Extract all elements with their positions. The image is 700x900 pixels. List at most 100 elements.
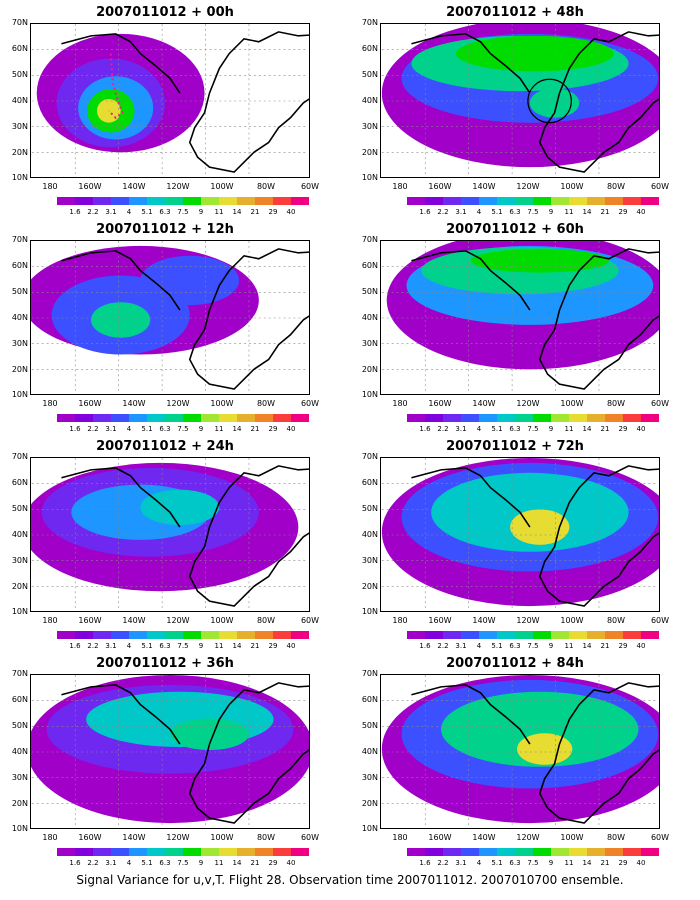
colorbar-swatch (93, 631, 111, 639)
latitude-label: 20N (361, 582, 378, 591)
colorbar-swatch (219, 197, 237, 205)
colorbar-swatch (183, 631, 201, 639)
colorbar-swatch (551, 197, 569, 205)
colorbar (407, 414, 659, 422)
latitude-label: 20N (11, 365, 28, 374)
colorbar-swatch (255, 631, 273, 639)
latitude-label: 40N (361, 96, 378, 105)
colorbar-label: 40 (286, 642, 296, 650)
colorbar-label: 21 (600, 642, 610, 650)
colorbar-swatch (623, 631, 641, 639)
colorbar-label: 14 (232, 208, 242, 216)
variance-map (380, 674, 660, 829)
latitude-label: 50N (11, 70, 28, 79)
latitude-label: 70N (361, 18, 378, 27)
latitude-label: 50N (11, 721, 28, 730)
colorbar-label: 7.5 (527, 859, 539, 867)
colorbar-label: 2.2 (437, 208, 449, 216)
colorbar (57, 197, 309, 205)
colorbar-swatch (497, 848, 515, 856)
colorbar-swatch (75, 848, 93, 856)
colorbar-swatch (291, 197, 309, 205)
longitude-label: 60W (650, 399, 670, 408)
colorbar-label: 6.3 (509, 859, 521, 867)
colorbar (57, 631, 309, 639)
colorbar-swatch (461, 848, 479, 856)
latitude-label: 30N (11, 339, 28, 348)
variance-map (380, 23, 660, 178)
colorbar-label: 4 (126, 859, 132, 867)
latitude-label: 20N (11, 148, 28, 157)
contour-field (31, 24, 309, 177)
colorbar-swatch (605, 197, 623, 205)
longitude-label: 60W (300, 399, 320, 408)
colorbar-swatch (255, 197, 273, 205)
colorbar-label: 29 (268, 208, 278, 216)
colorbar-label: 14 (232, 642, 242, 650)
longitude-label: 160W (78, 182, 102, 191)
latitude-label: 30N (361, 556, 378, 565)
colorbar-swatch (219, 631, 237, 639)
colorbar-swatch (201, 414, 219, 422)
colorbar-label: 14 (582, 425, 592, 433)
longitude-label: 160W (78, 399, 102, 408)
coastline (188, 465, 309, 607)
colorbar-swatch (291, 414, 309, 422)
colorbar-swatch (623, 414, 641, 422)
colorbar-label: 2.2 (87, 208, 99, 216)
latitude-label: 70N (361, 235, 378, 244)
latitude-label: 20N (361, 799, 378, 808)
colorbar-swatch (569, 631, 587, 639)
longitude-label: 60W (650, 616, 670, 625)
colorbar-swatch (515, 848, 533, 856)
colorbar-swatch (623, 848, 641, 856)
colorbar-label: 1.6 (69, 642, 81, 650)
colorbar-label: 5.1 (141, 425, 153, 433)
colorbar-swatch (479, 848, 497, 856)
colorbar-label: 9 (198, 425, 204, 433)
colorbar-label: 29 (618, 208, 628, 216)
latitude-label: 10N (11, 824, 28, 833)
variance-map (30, 457, 310, 612)
colorbar-swatch (147, 414, 165, 422)
longitude-label: 120W (516, 399, 540, 408)
coastline (188, 682, 309, 824)
colorbar-label: 9 (198, 208, 204, 216)
longitude-label: 60W (650, 833, 670, 842)
colorbar-label: 14 (582, 208, 592, 216)
latitude-label: 50N (11, 287, 28, 296)
colorbar-swatch (75, 197, 93, 205)
colorbar-label: 5.1 (491, 859, 503, 867)
colorbar-swatch (147, 631, 165, 639)
longitude-label: 80W (606, 399, 626, 408)
longitude-label: 160W (78, 833, 102, 842)
longitude-label: 160W (428, 399, 452, 408)
variance-map (30, 240, 310, 395)
coastline (188, 248, 309, 390)
colorbar-label: 6.3 (509, 208, 521, 216)
map-panel-48h: 2007011012 + 48h 70N 60N 50N 40N 30N 20N 10N 180… (350, 5, 680, 220)
colorbar-swatch (93, 197, 111, 205)
panel-title: 2007011012 + 60h (446, 222, 584, 237)
colorbar-swatch (605, 848, 623, 856)
panel-title: 2007011012 + 48h (446, 5, 584, 20)
variance-contour (510, 509, 570, 545)
colorbar-swatch (641, 848, 659, 856)
longitude-label: 60W (300, 833, 320, 842)
contour-field (31, 675, 309, 828)
colorbar-label: 14 (232, 859, 242, 867)
longitude-label: 60W (300, 616, 320, 625)
highlight-circle (527, 78, 572, 124)
colorbar-swatch (129, 197, 147, 205)
latitude-label: 30N (11, 556, 28, 565)
longitude-label: 120W (516, 182, 540, 191)
colorbar-label: 11 (214, 208, 224, 216)
colorbar-label: 7.5 (527, 425, 539, 433)
colorbar-label: 40 (636, 859, 646, 867)
colorbar-swatch (461, 414, 479, 422)
longitude-label: 100W (560, 182, 584, 191)
colorbar-label: 1.6 (69, 208, 81, 216)
latitude-label: 30N (11, 122, 28, 131)
colorbar-label: 14 (582, 859, 592, 867)
colorbar-swatch (201, 197, 219, 205)
